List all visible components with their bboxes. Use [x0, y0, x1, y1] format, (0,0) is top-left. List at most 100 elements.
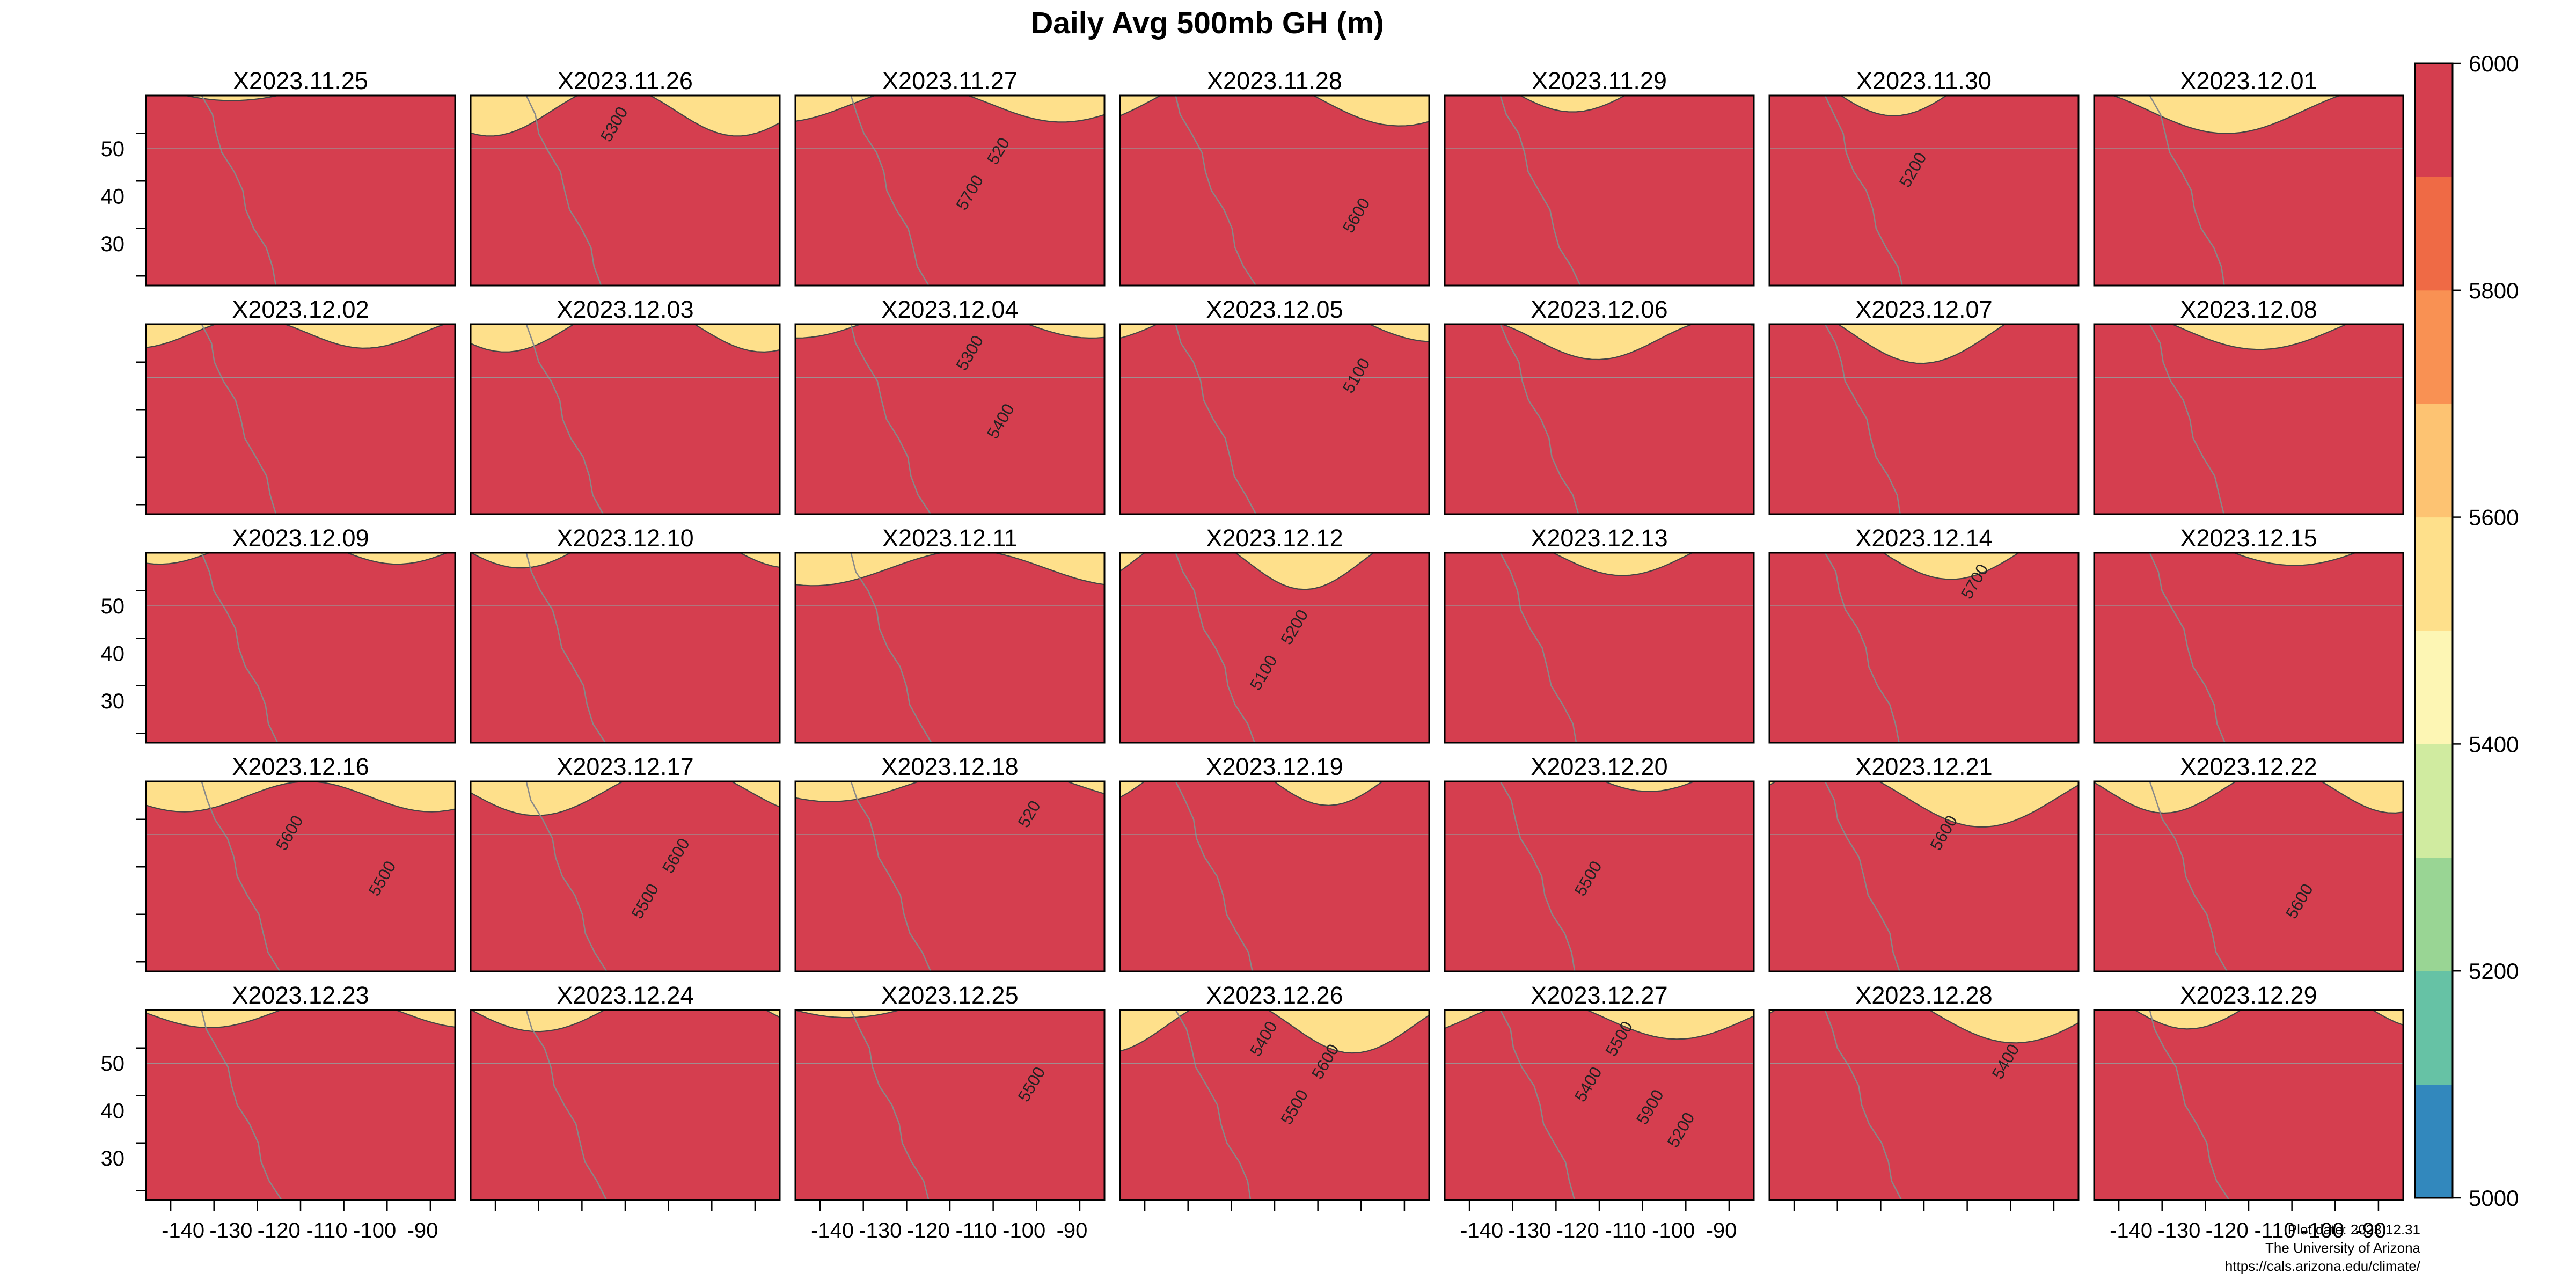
panel-title: X2023.12.10 — [557, 524, 693, 552]
x-tick-label: -140 — [811, 1219, 854, 1242]
colorbar: 5000 5200 5400 5600 5800 6000 — [2414, 51, 2519, 1211]
y-tick-label: 40 — [101, 185, 125, 209]
x-tick-label: -90 — [407, 1219, 438, 1242]
url-credit: https://cals.arizona.edu/climate/ — [2224, 1258, 2420, 1274]
panel-title: X2023.12.19 — [1206, 753, 1343, 780]
colorbar-label: 5600 — [2469, 505, 2519, 530]
panel-title: X2023.12.26 — [1206, 982, 1343, 1009]
panel-title: X2023.12.21 — [1855, 753, 1992, 780]
panel-title: X2023.11.29 — [1532, 67, 1667, 94]
panel-title: X2023.12.20 — [1531, 753, 1667, 780]
x-tick-label: -100 — [1652, 1219, 1695, 1242]
panel-title: X2023.11.30 — [1856, 67, 1992, 94]
map-panel: X2023.12.23 — [145, 982, 456, 1201]
x-tick-label: -120 — [1556, 1219, 1599, 1242]
panel-title: X2023.12.18 — [881, 753, 1018, 780]
map-panel: X2023.12.22 — [2093, 753, 2404, 972]
map-panel: X2023.12.21 — [1768, 753, 2080, 972]
panel-title: X2023.11.25 — [233, 67, 368, 94]
panel-title: X2023.12.14 — [1855, 524, 1992, 552]
colorbar-label: 5800 — [2469, 278, 2519, 303]
colorbar-swatch — [2415, 857, 2453, 971]
map-panel: X2023.12.09 — [145, 524, 456, 744]
panel-title: X2023.12.04 — [881, 296, 1018, 323]
map-panel: X2023.12.26 — [1119, 982, 1430, 1201]
panel-title: X2023.12.09 — [232, 524, 369, 552]
x-tick-label: -120 — [258, 1219, 301, 1242]
panel-title: X2023.12.01 — [2180, 67, 2317, 94]
map-panel: X2023.11.25 — [145, 67, 456, 287]
x-tick-label: -90 — [1706, 1219, 1737, 1242]
map-panel: X2023.12.15 — [2093, 524, 2404, 744]
panel-title: X2023.12.12 — [1206, 524, 1343, 552]
map-panel: X2023.12.27 — [1444, 982, 1755, 1201]
map-panel: X2023.12.05 — [1119, 296, 1430, 515]
panel-title: X2023.12.28 — [1855, 982, 1992, 1009]
panel-title: X2023.12.29 — [2180, 982, 2317, 1009]
map-panel: X2023.12.01 — [2093, 67, 2404, 287]
map-panel: X2023.12.20 — [1444, 753, 1755, 972]
panel-title: X2023.12.25 — [881, 982, 1018, 1009]
x-tick-label: -100 — [1002, 1219, 1045, 1242]
y-tick-label: 40 — [101, 1100, 125, 1123]
colorbar-label: 6000 — [2469, 51, 2519, 76]
x-tick-label: -130 — [1508, 1219, 1551, 1242]
panel-title: X2023.12.06 — [1531, 296, 1667, 323]
panel-title: X2023.12.27 — [1531, 982, 1667, 1009]
colorbar-swatch — [2415, 290, 2453, 404]
panel-title: X2023.12.16 — [232, 753, 369, 780]
x-tick-label: -120 — [2206, 1219, 2249, 1242]
x-tick-label: -120 — [907, 1219, 950, 1242]
map-panel: X2023.11.30 — [1768, 67, 2080, 287]
y-tick-label: 30 — [101, 1147, 125, 1170]
map-panel: X2023.12.19 — [1119, 753, 1430, 972]
y-tick-label: 30 — [101, 690, 125, 713]
x-tick-label: -110 — [1605, 1219, 1646, 1242]
plot-date-credit: Plot date: 2023.12.31 — [2287, 1221, 2420, 1238]
map-panel: X2023.12.25 — [794, 982, 1106, 1201]
map-panel: X2023.12.29 — [2093, 982, 2404, 1201]
y-tick-label: 50 — [101, 1052, 125, 1075]
panel-title: X2023.12.07 — [1855, 296, 1992, 323]
x-tick-label: -110 — [2254, 1219, 2295, 1242]
x-tick-label: -110 — [955, 1219, 997, 1242]
map-panel: X2023.12.07 — [1768, 296, 2080, 515]
y-tick-label: 30 — [101, 232, 125, 256]
organization-credit: The University of Arizona — [2265, 1240, 2420, 1256]
page-title: Daily Avg 500mb GH (m) — [1031, 6, 1384, 40]
map-panel: X2023.11.27 — [794, 67, 1106, 287]
panel-title: X2023.11.28 — [1207, 67, 1342, 94]
panel-title: X2023.12.11 — [882, 524, 1018, 552]
map-panel: X2023.12.13 — [1444, 524, 1755, 744]
colorbar-swatch — [2415, 744, 2453, 858]
panel-title: X2023.12.03 — [557, 296, 693, 323]
x-tick-label: -130 — [859, 1219, 902, 1242]
map-panel: X2023.11.28 — [1119, 67, 1430, 287]
x-tick-label: -140 — [2110, 1219, 2153, 1242]
colorbar-swatch — [2415, 631, 2453, 744]
colorbar-swatch — [2415, 177, 2453, 291]
panel-title: X2023.12.15 — [2180, 524, 2317, 552]
map-panel: X2023.12.14 — [1768, 524, 2080, 744]
map-panel: X2023.12.04 — [794, 296, 1106, 515]
map-panel: X2023.12.18 — [794, 753, 1106, 972]
x-tick-label: -130 — [2157, 1219, 2200, 1242]
x-tick-label: -100 — [353, 1219, 396, 1242]
panel-title: X2023.12.05 — [1206, 296, 1343, 323]
map-panel: X2023.12.17 — [470, 753, 781, 972]
map-panel: X2023.12.10 — [470, 524, 781, 744]
x-tick-label: -140 — [1460, 1219, 1503, 1242]
map-panel: X2023.12.02 — [145, 296, 456, 515]
colorbar-label: 5400 — [2469, 731, 2519, 757]
y-tick-label: 50 — [101, 137, 125, 161]
panel-title: X2023.12.02 — [232, 296, 369, 323]
map-panel: X2023.11.29 — [1444, 67, 1755, 287]
x-tick-label: -130 — [209, 1219, 252, 1242]
panel-title: X2023.12.24 — [557, 982, 693, 1009]
panel-title: X2023.11.26 — [558, 67, 693, 94]
y-tick-label: 40 — [101, 642, 125, 666]
panel-title: X2023.12.13 — [1531, 524, 1667, 552]
map-panel: X2023.12.28 — [1768, 982, 2080, 1201]
map-panel: X2023.12.03 — [470, 296, 781, 515]
